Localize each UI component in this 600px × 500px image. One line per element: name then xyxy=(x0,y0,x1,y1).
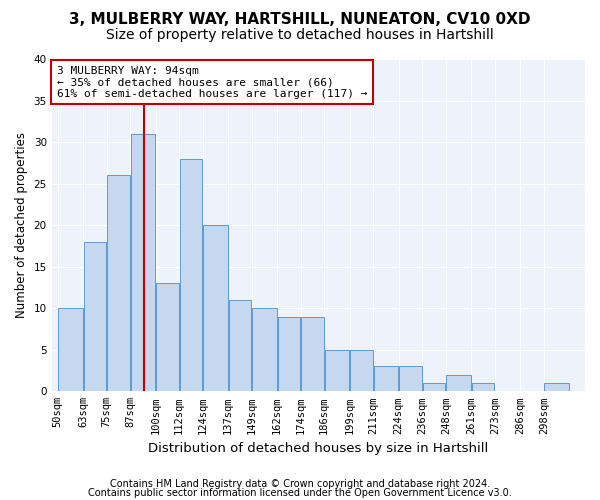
Bar xyxy=(423,383,445,392)
Text: Size of property relative to detached houses in Hartshill: Size of property relative to detached ho… xyxy=(106,28,494,42)
Bar xyxy=(446,374,471,392)
Bar xyxy=(58,308,83,392)
Bar xyxy=(350,350,373,392)
Bar xyxy=(131,134,155,392)
Text: Contains HM Land Registry data © Crown copyright and database right 2024.: Contains HM Land Registry data © Crown c… xyxy=(110,479,490,489)
Bar xyxy=(325,350,349,392)
Bar xyxy=(107,176,130,392)
Bar xyxy=(83,242,106,392)
Bar xyxy=(472,383,494,392)
X-axis label: Distribution of detached houses by size in Hartshill: Distribution of detached houses by size … xyxy=(148,442,488,455)
Bar xyxy=(374,366,398,392)
Text: 3 MULBERRY WAY: 94sqm
← 35% of detached houses are smaller (66)
61% of semi-deta: 3 MULBERRY WAY: 94sqm ← 35% of detached … xyxy=(57,66,367,99)
Bar xyxy=(301,316,324,392)
Y-axis label: Number of detached properties: Number of detached properties xyxy=(15,132,28,318)
Text: Contains public sector information licensed under the Open Government Licence v3: Contains public sector information licen… xyxy=(88,488,512,498)
Bar xyxy=(156,284,179,392)
Bar xyxy=(252,308,277,392)
Bar xyxy=(229,300,251,392)
Bar xyxy=(203,225,227,392)
Text: 3, MULBERRY WAY, HARTSHILL, NUNEATON, CV10 0XD: 3, MULBERRY WAY, HARTSHILL, NUNEATON, CV… xyxy=(69,12,531,28)
Bar xyxy=(544,383,569,392)
Bar xyxy=(179,158,202,392)
Bar xyxy=(278,316,300,392)
Bar xyxy=(399,366,422,392)
